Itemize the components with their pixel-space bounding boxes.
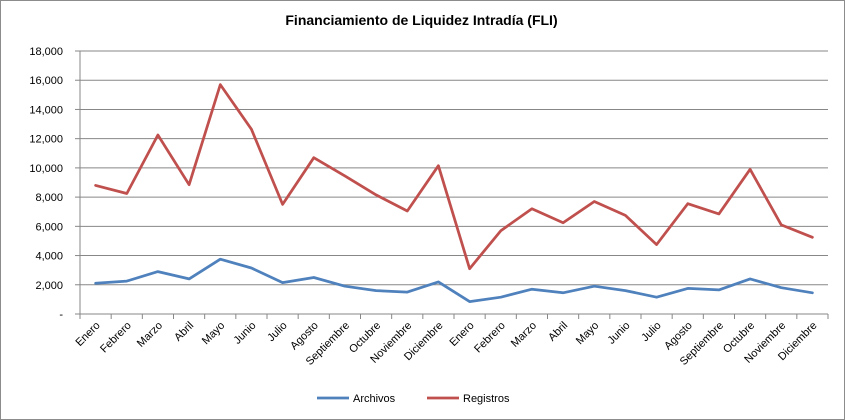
y-tick-label: 14,000 xyxy=(29,104,63,116)
legend: Archivos Registros xyxy=(317,393,510,405)
x-tick-label: Enero xyxy=(73,320,102,349)
y-tick-label: 2,000 xyxy=(35,280,63,292)
y-tick-label: 10,000 xyxy=(29,163,63,175)
x-tick-label: Marzo xyxy=(135,320,165,350)
y-tick-label: 6,000 xyxy=(35,221,63,233)
x-tick-label: Junio xyxy=(605,320,632,347)
x-tick-label: Abril xyxy=(546,320,570,344)
y-axis: - 2,000 4,000 6,000 8,000 10,000 12,000 14,000 1… xyxy=(29,46,81,321)
x-tick-label: Mayo xyxy=(574,320,602,348)
x-tick-label: Abril xyxy=(172,320,196,344)
series-line-archivos xyxy=(94,257,814,303)
x-tick-label: Julio xyxy=(265,320,289,344)
y-tick-label: 8,000 xyxy=(35,192,63,204)
legend-label: Registros xyxy=(463,393,510,405)
chart-title: Financiamiento de Liquidez Intradía (FLI… xyxy=(285,12,558,28)
y-tick-label: 18,000 xyxy=(29,46,63,58)
y-tick-label: 4,000 xyxy=(35,251,63,263)
x-tick-label: Enero xyxy=(447,320,476,349)
legend-label: Archivos xyxy=(353,393,396,405)
x-tick-label: Junio xyxy=(231,320,258,347)
y-tick-label: 12,000 xyxy=(29,134,63,146)
x-tick-label: Febrero xyxy=(98,320,134,356)
series-lines xyxy=(94,83,814,303)
x-tick-label: Mayo xyxy=(200,320,228,348)
series-line-registros xyxy=(94,83,814,271)
x-tick-label: Febrero xyxy=(472,320,508,356)
x-tick-label: Marzo xyxy=(509,320,539,350)
y-tick-label: - xyxy=(59,309,63,321)
x-tick-label: Julio xyxy=(639,320,663,344)
y-tick-label: 16,000 xyxy=(29,75,63,87)
gridlines xyxy=(80,50,828,286)
